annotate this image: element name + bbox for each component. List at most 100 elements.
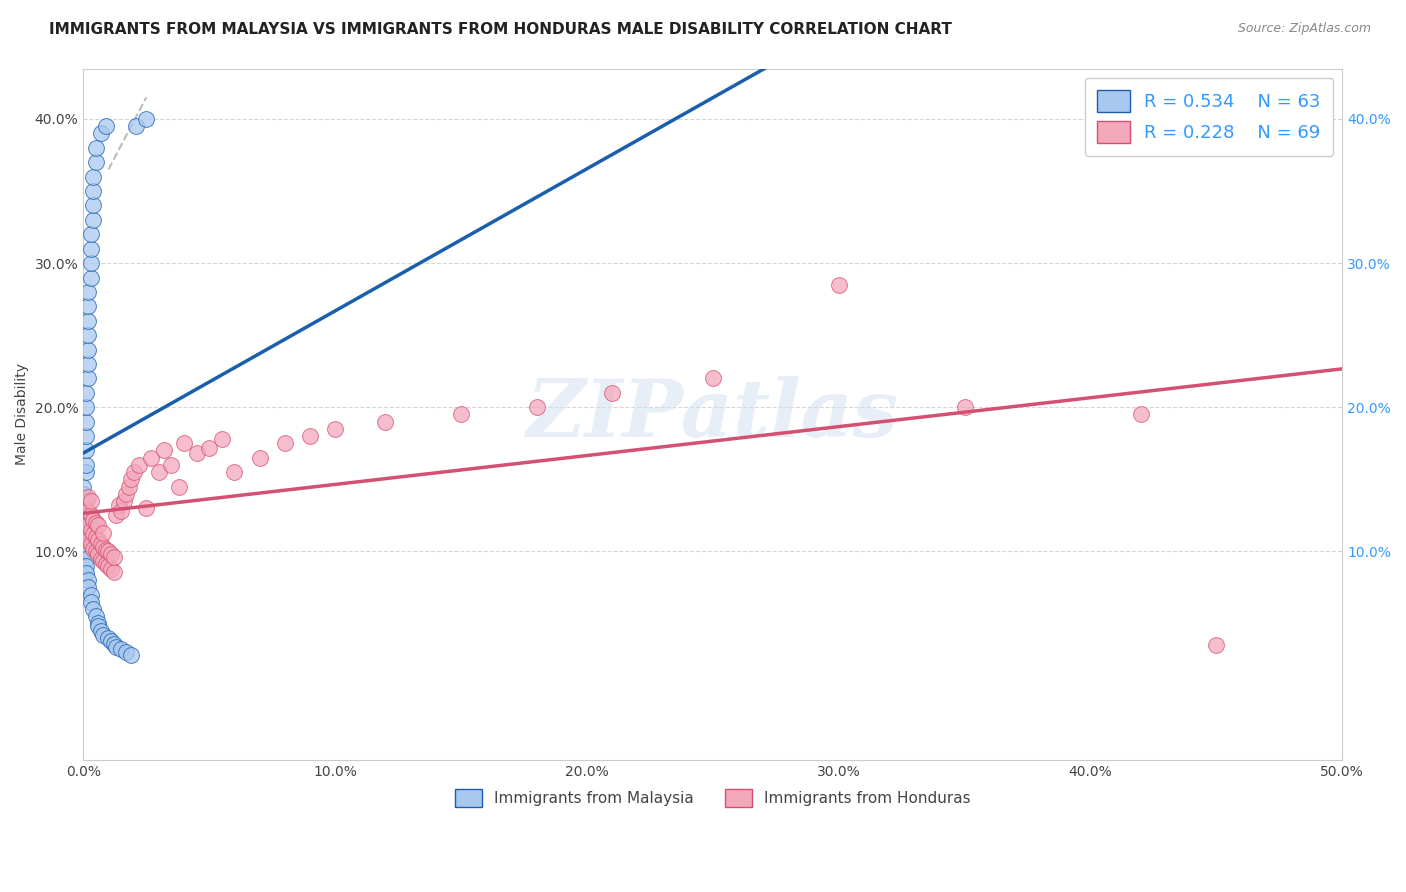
Point [120, 472, 142, 486]
Point [80, 256, 103, 270]
Point [75, 537, 97, 551]
Point [77, 299, 100, 313]
Point [249, 450, 271, 465]
Point [153, 443, 176, 458]
Point [84, 516, 107, 530]
Point [186, 446, 208, 460]
Point [75, 508, 97, 523]
Point [135, 501, 157, 516]
Point [80, 227, 103, 242]
Text: ZIPatlas: ZIPatlas [527, 376, 898, 453]
Point [167, 479, 190, 493]
Point [90, 537, 112, 551]
Point [80, 270, 103, 285]
Point [141, 450, 163, 465]
Point [122, 465, 145, 479]
Point [82, 602, 104, 616]
Text: Source: ZipAtlas.com: Source: ZipAtlas.com [1237, 22, 1371, 36]
Point [82, 184, 104, 198]
Point [953, 401, 976, 415]
Point [93, 540, 115, 554]
Point [84, 141, 107, 155]
Point [125, 119, 148, 133]
Point [600, 385, 623, 400]
Point [450, 408, 472, 422]
Text: IMMIGRANTS FROM MALAYSIA VS IMMIGRANTS FROM HONDURAS MALE DISABILITY CORRELATION: IMMIGRANTS FROM MALAYSIA VS IMMIGRANTS F… [49, 22, 952, 37]
Point [110, 504, 132, 518]
Point [77, 533, 100, 547]
Point [75, 429, 97, 443]
Point [75, 530, 97, 544]
Point [90, 624, 112, 638]
Point [84, 530, 107, 544]
Point [97, 544, 120, 558]
Point [115, 487, 138, 501]
Point [77, 371, 100, 385]
Point [72, 508, 94, 523]
Point [702, 371, 724, 385]
Point [77, 504, 100, 518]
Point [298, 429, 321, 443]
Point [75, 523, 97, 537]
Point [72, 523, 94, 537]
Point [75, 465, 97, 479]
Point [72, 494, 94, 508]
Point [374, 415, 396, 429]
Point [72, 504, 94, 518]
Point [75, 551, 97, 566]
Point [77, 581, 100, 595]
Point [87, 518, 110, 533]
Point [323, 422, 346, 436]
Point [82, 541, 104, 556]
Point [103, 637, 125, 651]
Point [84, 609, 107, 624]
Point [274, 436, 297, 450]
Point [75, 458, 97, 472]
Point [75, 533, 97, 547]
Point [93, 628, 115, 642]
Point [72, 516, 94, 530]
Point [77, 518, 100, 533]
Point [84, 155, 107, 169]
Point [82, 513, 104, 527]
Point [80, 588, 103, 602]
Point [72, 498, 94, 512]
Point [77, 343, 100, 357]
Point [75, 401, 97, 415]
Point [90, 127, 112, 141]
Point [107, 498, 129, 512]
Point [72, 487, 94, 501]
Point [103, 550, 125, 565]
Point [103, 565, 125, 579]
Point [100, 562, 122, 576]
Point [77, 573, 100, 587]
Point [94, 558, 117, 572]
Point [198, 441, 221, 455]
Point [87, 533, 110, 547]
Point [105, 640, 128, 654]
Point [173, 436, 195, 450]
Point [75, 544, 97, 558]
Point [75, 558, 97, 573]
Point [82, 212, 104, 227]
Point [72, 518, 94, 533]
Point [128, 458, 150, 472]
Point [75, 385, 97, 400]
Point [105, 508, 128, 523]
Point [84, 544, 107, 558]
Point [82, 169, 104, 184]
Point [1129, 408, 1152, 422]
Y-axis label: Male Disability: Male Disability [15, 363, 30, 466]
Point [93, 554, 115, 568]
Point [72, 501, 94, 516]
Point [100, 547, 122, 561]
Point [80, 523, 103, 537]
Legend: Immigrants from Malaysia, Immigrants from Honduras: Immigrants from Malaysia, Immigrants fro… [447, 781, 979, 815]
Point [75, 530, 97, 544]
Point [97, 558, 120, 573]
Point [72, 479, 94, 493]
Point [77, 490, 100, 504]
Point [93, 525, 115, 540]
Point [77, 357, 100, 371]
Point [90, 551, 112, 566]
